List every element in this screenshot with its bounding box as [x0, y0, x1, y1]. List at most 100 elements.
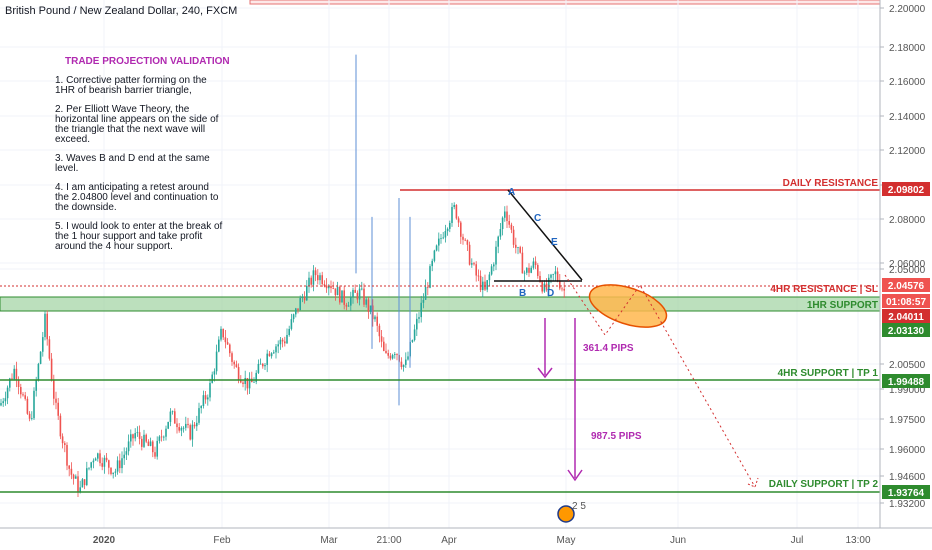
- candle-body: [301, 297, 304, 299]
- candle-body: [105, 457, 108, 461]
- candle-body: [323, 284, 326, 286]
- notes-title: TRADE PROJECTION VALIDATION: [65, 56, 230, 67]
- candle-body: [90, 462, 92, 468]
- candle-body: [191, 424, 194, 440]
- candle-body: [482, 281, 484, 291]
- candle-body: [314, 270, 317, 276]
- time-tick-label: Jul: [791, 535, 804, 546]
- candle-body: [171, 411, 174, 413]
- earnings-event-icon[interactable]: 2 5: [557, 501, 586, 523]
- candle-body: [288, 328, 290, 335]
- candle-body: [222, 328, 224, 338]
- price-tick-label: 2.08000: [889, 215, 926, 226]
- time-tick-label: Jun: [670, 535, 686, 546]
- candle-body: [158, 436, 161, 441]
- candle-body: [539, 275, 541, 282]
- candle-body: [119, 460, 121, 469]
- candle-body: [37, 363, 40, 380]
- candle-body: [438, 238, 440, 246]
- price-badge-4hr-support: 1.99488: [882, 374, 930, 388]
- time-tick-label: Mar: [320, 535, 338, 546]
- price-tick-label: 2.05000: [889, 265, 926, 276]
- wave-label-c: C: [534, 213, 541, 224]
- candle-body: [279, 339, 282, 345]
- time-axis[interactable]: 2020 Feb Mar 21:00 Apr May Jun Jul 13:00: [93, 535, 871, 546]
- candle-body: [215, 351, 218, 372]
- candle-body: [275, 346, 277, 353]
- candle-body: [64, 443, 66, 445]
- notes-body: 1. Corrective patter forming on the 1HR …: [55, 75, 225, 252]
- price-tick-label: 1.96000: [889, 445, 926, 456]
- candle-body: [550, 274, 552, 278]
- candle-body: [400, 361, 403, 368]
- candle-body: [444, 231, 447, 238]
- candle-body: [387, 353, 389, 356]
- 1hr-support-zone: [0, 296, 881, 312]
- candle-body: [376, 316, 378, 326]
- candle-body: [394, 354, 396, 356]
- candle-body: [20, 387, 22, 395]
- candle-body: [6, 387, 9, 399]
- candle-body: [383, 341, 385, 351]
- candle-body: [440, 238, 442, 239]
- candle-body: [508, 221, 510, 225]
- candle-body: [147, 441, 150, 446]
- candle-body: [97, 453, 99, 459]
- candle-body: [299, 297, 301, 311]
- candle-body: [165, 428, 167, 437]
- candle-body: [233, 361, 235, 365]
- candle-body: [431, 260, 433, 267]
- candle-body: [103, 457, 106, 467]
- candle-body: [446, 228, 449, 232]
- candle-body: [504, 211, 506, 218]
- long-pips-label: 987.5 PIPS: [591, 431, 642, 442]
- candle-body: [559, 280, 561, 289]
- candle-body: [152, 441, 154, 453]
- candle-body: [380, 336, 383, 342]
- candle-body: [363, 288, 365, 305]
- short-pips-label: 361.4 PIPS: [583, 343, 634, 354]
- candle-body: [242, 382, 244, 384]
- candle-body: [108, 460, 110, 468]
- candle-body: [457, 218, 460, 223]
- candle-body: [15, 368, 18, 380]
- candle-body: [490, 266, 493, 275]
- candle-body: [519, 247, 521, 253]
- candle-body: [537, 265, 539, 276]
- candle-body: [121, 458, 123, 469]
- price-tick-label: 2.18000: [889, 43, 926, 54]
- price-tick-label: 2.12000: [889, 146, 926, 157]
- candle-body: [57, 402, 59, 416]
- candle-body: [317, 275, 319, 281]
- price-tick-label: 1.99000: [889, 385, 926, 396]
- trade-notes: TRADE PROJECTION VALIDATION 1. Correctiv…: [55, 56, 230, 252]
- daily-support-label: DAILY SUPPORT | TP 2: [769, 479, 879, 490]
- candle-body: [224, 337, 227, 343]
- candle-body: [460, 222, 462, 237]
- candle-body: [545, 283, 548, 290]
- candle-body: [235, 364, 238, 368]
- price-tick-label: 2.00500: [889, 360, 926, 371]
- candle-body: [33, 390, 35, 419]
- time-tick-label: May: [557, 535, 576, 546]
- candle-body: [297, 308, 299, 311]
- candle-body: [99, 453, 101, 464]
- current-price-badge: 2.04011: [882, 309, 930, 323]
- candle-body: [350, 297, 352, 306]
- candle-body: [187, 423, 189, 426]
- symbol-title[interactable]: British Pound / New Zealand Dollar, 240,…: [5, 5, 237, 17]
- candle-body: [200, 406, 202, 409]
- candle-body: [28, 413, 31, 419]
- candle-body: [4, 398, 7, 402]
- candle-body: [77, 476, 79, 492]
- candle-body: [521, 252, 524, 274]
- candle-body: [286, 334, 288, 344]
- candle-body: [341, 290, 343, 303]
- candle-body: [541, 281, 543, 292]
- candle-body: [385, 350, 387, 354]
- candle-body: [138, 432, 141, 439]
- candle-body: [361, 288, 363, 290]
- candle-body: [512, 229, 515, 245]
- candle-body: [290, 319, 293, 329]
